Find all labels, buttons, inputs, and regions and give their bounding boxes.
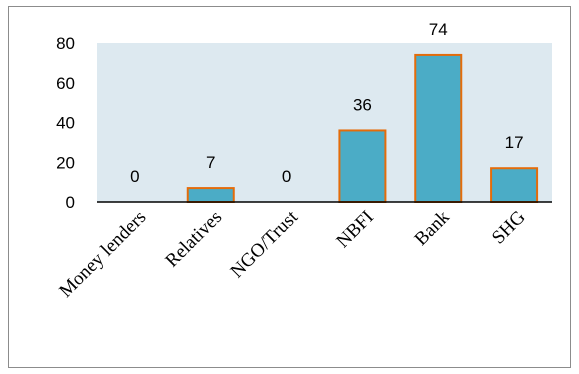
x-axis-labels: Money lenders Relatives NGO/Trust NBFI Bank S… (55, 206, 529, 302)
data-label: 74 (429, 20, 448, 39)
data-label: 36 (353, 95, 372, 114)
y-tick-label: 80 (56, 34, 75, 53)
x-tick-label: NGO/Trust (227, 206, 303, 282)
x-tick-label: Money lenders (55, 207, 150, 302)
bar (338, 129, 387, 203)
data-label: 0 (282, 167, 291, 186)
y-tick-label: 20 (56, 153, 75, 172)
data-label: 17 (505, 133, 524, 152)
data-label: 7 (206, 153, 215, 172)
y-axis-ticks: 0 20 40 60 80 (56, 34, 75, 212)
x-tick-label: SHG (488, 206, 530, 248)
x-tick-label: Bank (411, 206, 455, 250)
bars (186, 53, 539, 203)
bar (490, 167, 539, 203)
plot-area (97, 43, 552, 202)
bar (414, 53, 463, 203)
y-tick-label: 0 (66, 193, 75, 212)
x-tick-label: NBFI (332, 207, 377, 252)
bar (186, 187, 235, 203)
data-label: 0 (130, 167, 139, 186)
data-labels: 0 7 0 36 74 17 (130, 20, 523, 186)
x-tick-label: Relatives (161, 207, 226, 272)
y-tick-label: 60 (56, 74, 75, 93)
y-tick-label: 40 (56, 114, 75, 133)
